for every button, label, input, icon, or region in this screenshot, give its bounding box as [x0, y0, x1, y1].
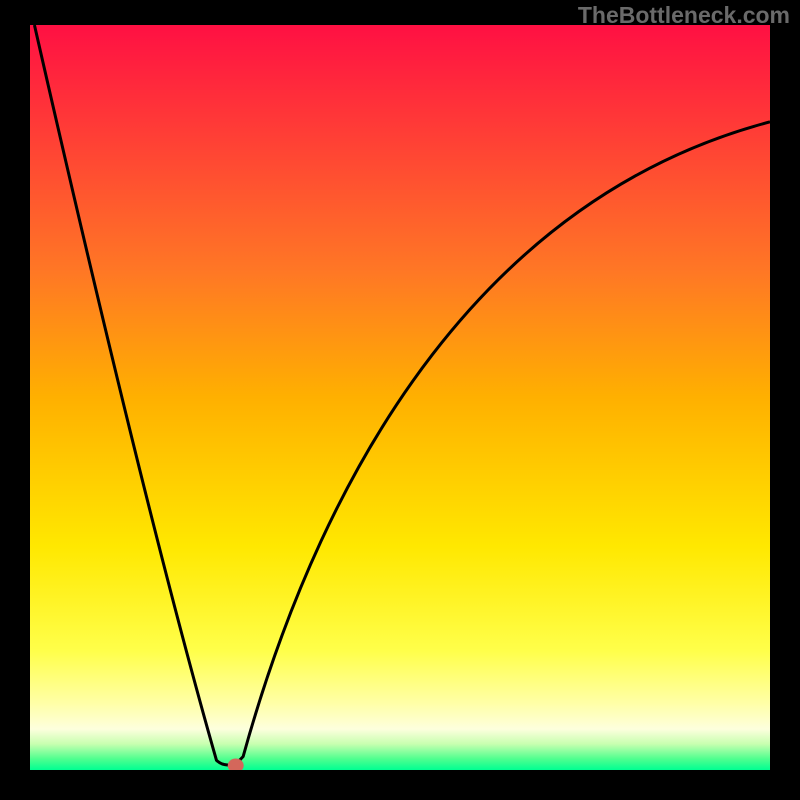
plot-area: [30, 25, 770, 770]
chart-svg: [30, 25, 770, 770]
chart-frame: TheBottleneck.com: [0, 0, 800, 800]
